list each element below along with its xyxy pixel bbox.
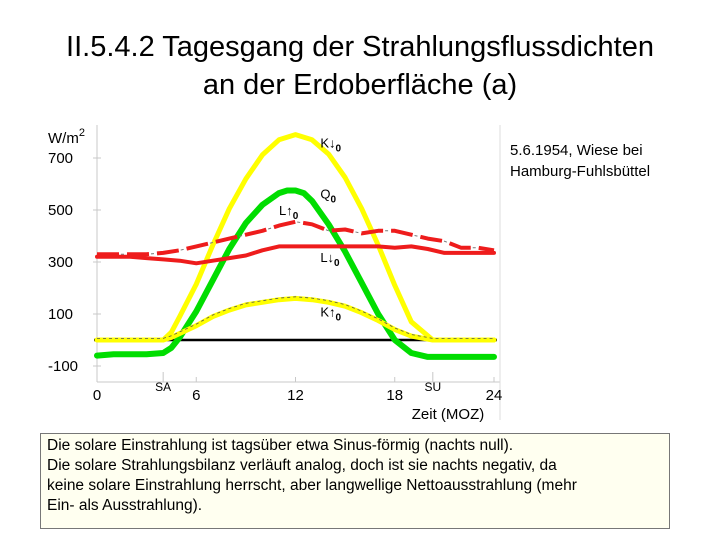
series-l-up0: [97, 219, 495, 257]
x-tick-label: 18: [386, 387, 403, 404]
location-note-line-2: Hamburg-Fuhlsbüttel: [510, 163, 651, 180]
x-tick-label: 24: [486, 387, 503, 404]
curve-label-k-up0: K↑0: [320, 305, 341, 324]
curve-label-q0: Q0: [320, 186, 336, 205]
series-k-down0: [94, 132, 497, 343]
x-tick-label: 0: [93, 387, 101, 404]
series-q0: [94, 187, 497, 360]
y-tick-label: 700: [48, 150, 73, 167]
chart-frame: [93, 125, 501, 420]
description-box: Die solare Einstrahlung ist tagsüber etw…: [40, 433, 670, 529]
curve-label-l-up0: L↑0: [279, 203, 299, 222]
description-line-4: Ein- als Ausstrahlung).: [47, 497, 203, 514]
series-layer: [94, 132, 497, 360]
x-tick-label: 6: [192, 387, 200, 404]
x-axis-label: Zeit (MOZ): [412, 406, 485, 423]
series-k-up0: [94, 295, 497, 343]
event-label-su: SU: [424, 380, 441, 394]
title-line-2: an der Erdoberfläche (a): [202, 69, 518, 101]
description-line-1: Die solare Einstrahlung ist tagsüber etw…: [47, 437, 514, 454]
curve-label-k-down0: K↓0: [320, 136, 341, 155]
y-tick-label: 100: [48, 306, 73, 323]
x-tick-label: 12: [287, 387, 304, 404]
location-note-line-1: 5.6.1954, Wiese bei: [510, 142, 643, 159]
description-line-3: keine solare Einstrahlung herrscht, aber…: [47, 477, 577, 494]
label-layer: -100 100 300 500 700 W/m2 0 6 12 18 24 SA SU Zeit (MO…: [48, 127, 502, 423]
event-label-sa: SA: [155, 380, 171, 394]
title-line-1: II.5.4.2 Tagesgang der Strahlungsflussdi…: [66, 31, 654, 63]
series-l-down0: [95, 244, 496, 266]
location-note: 5.6.1954, Wiese bei Hamburg-Fuhlsbüttel: [510, 140, 650, 182]
y-tick-label: -100: [48, 358, 78, 375]
slide-title: II.5.4.2 Tagesgang der Strahlungsflussdi…: [0, 28, 720, 104]
y-tick-label: 300: [48, 254, 73, 271]
y-tick-label: 500: [48, 202, 73, 219]
y-axis-label: W/m2: [48, 127, 85, 147]
description-line-2: Die solare Strahlungsbilanz verläuft ana…: [47, 457, 557, 474]
curve-label-l-down0: L↓0: [320, 250, 340, 269]
series-guide-k-up0: [97, 296, 494, 339]
